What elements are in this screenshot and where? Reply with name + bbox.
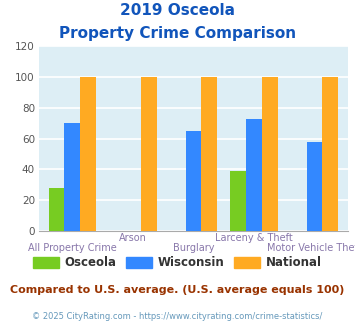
Bar [201,77,217,231]
Bar [49,188,65,231]
Bar [307,142,322,231]
Bar [186,131,201,231]
Bar [141,77,157,231]
Text: Compared to U.S. average. (U.S. average equals 100): Compared to U.S. average. (U.S. average … [10,285,345,295]
Text: © 2025 CityRating.com - https://www.cityrating.com/crime-statistics/: © 2025 CityRating.com - https://www.city… [32,312,323,321]
Bar [246,118,262,231]
Text: Burglary: Burglary [173,243,214,252]
Text: All Property Crime: All Property Crime [28,243,117,252]
Bar [65,123,80,231]
Text: 2019 Osceola: 2019 Osceola [120,3,235,18]
Text: Arson: Arson [119,233,147,243]
Bar [80,77,96,231]
Text: Motor Vehicle Theft: Motor Vehicle Theft [267,243,355,252]
Bar [230,171,246,231]
Bar [262,77,278,231]
Legend: Osceola, Wisconsin, National: Osceola, Wisconsin, National [28,252,327,274]
Text: Larceny & Theft: Larceny & Theft [215,233,293,243]
Text: Property Crime Comparison: Property Crime Comparison [59,26,296,41]
Bar [322,77,338,231]
